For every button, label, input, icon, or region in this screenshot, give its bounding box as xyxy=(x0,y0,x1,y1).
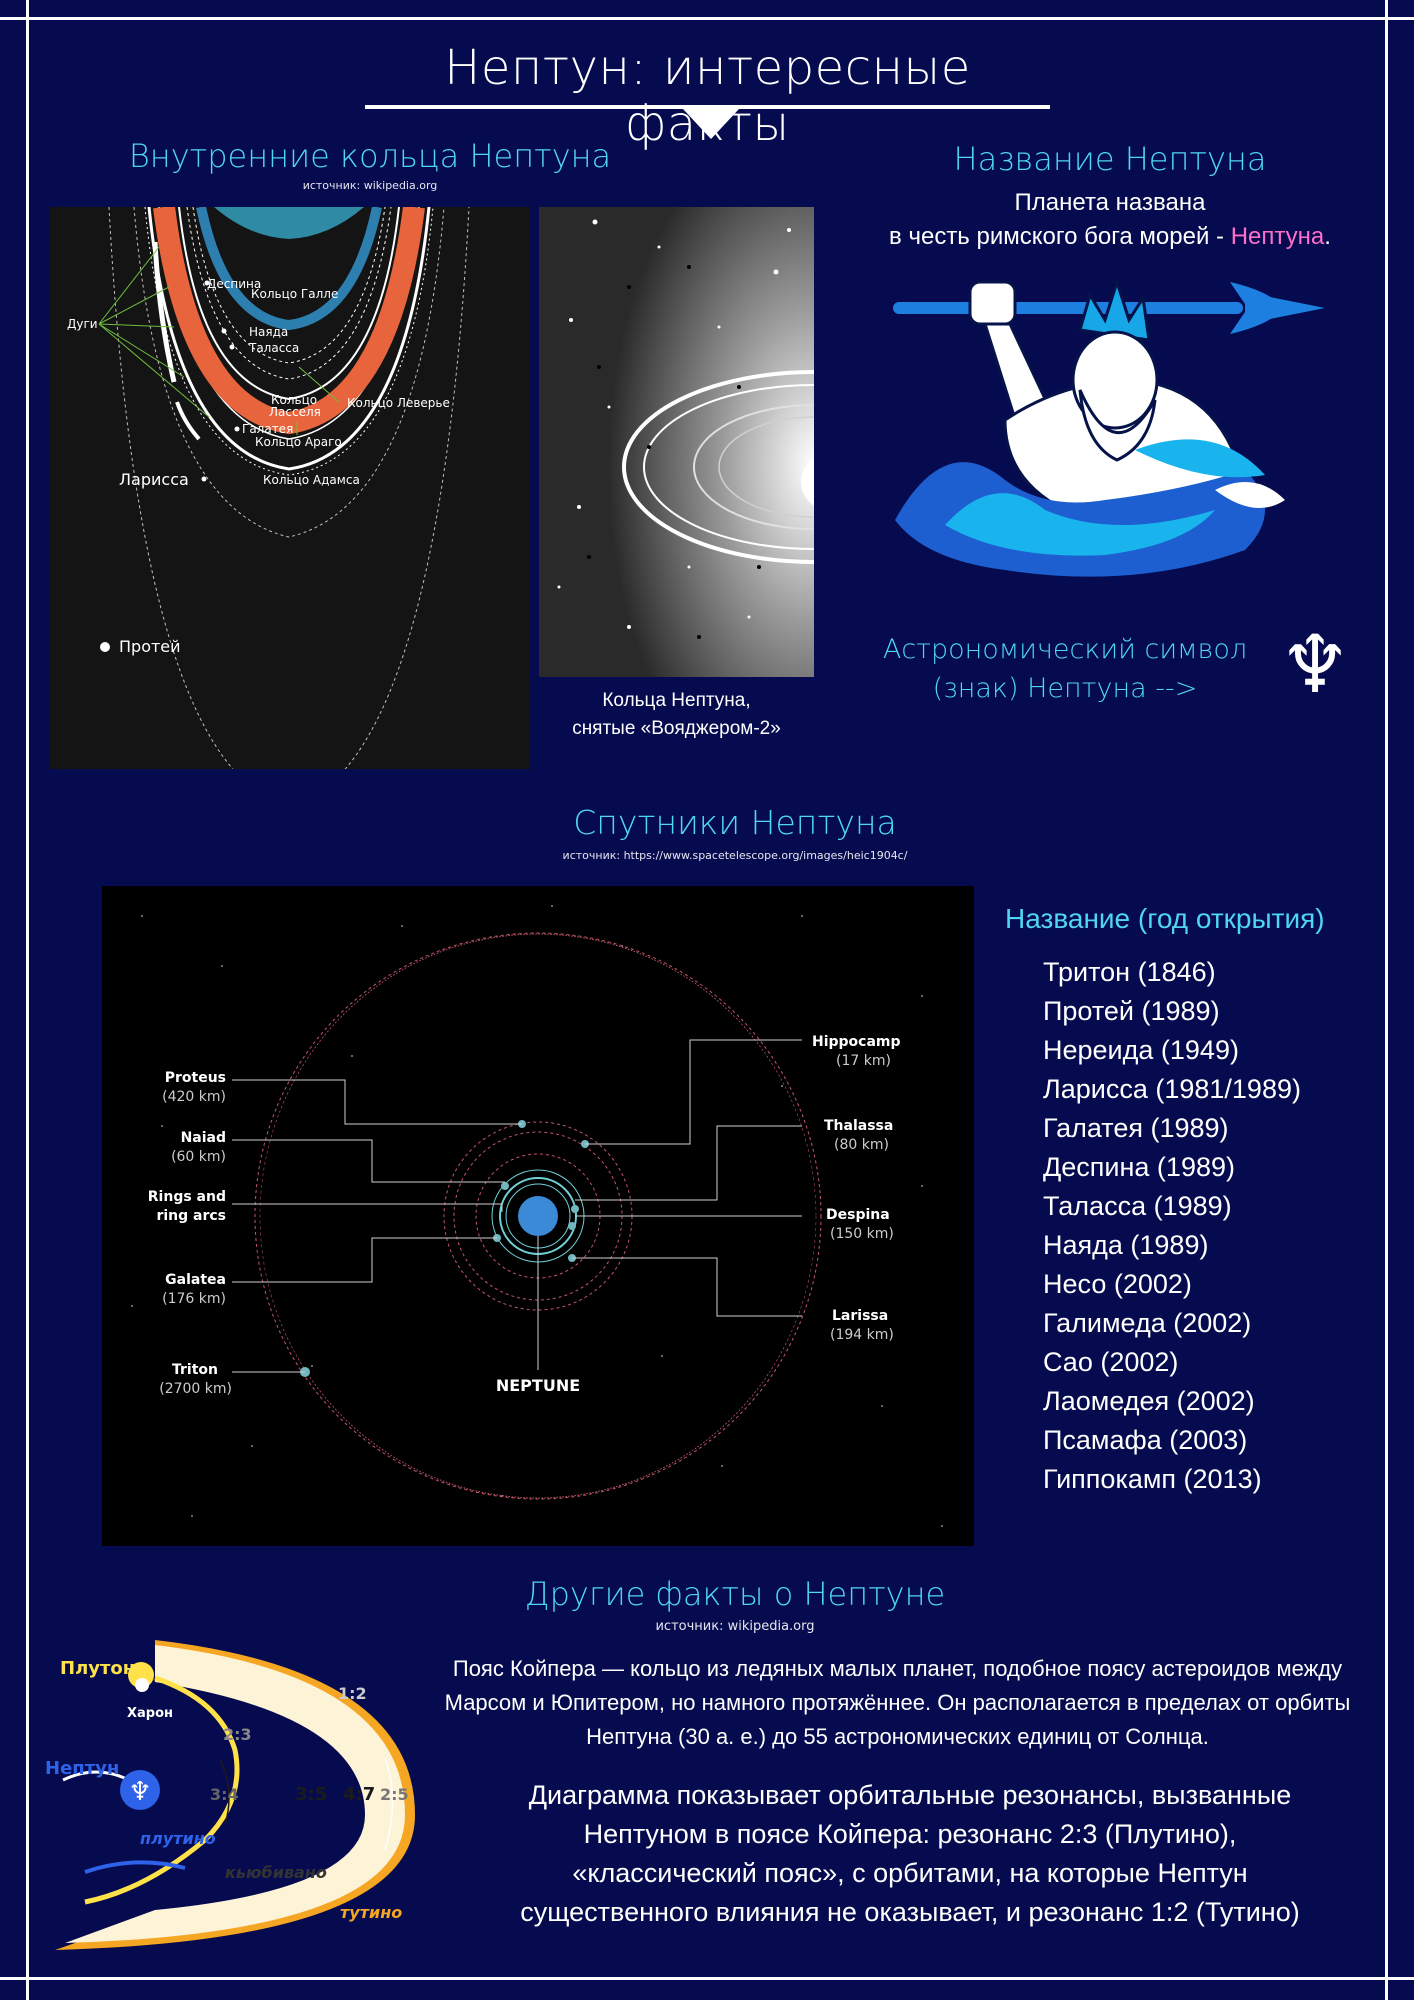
moon-label-hippocamp: Hippocamp xyxy=(812,1034,901,1050)
name-highlight: Нептуна xyxy=(1230,223,1325,250)
kuiper-label-cubewano: кьюбивано xyxy=(225,1863,327,1882)
moon-label-larissa-km: (194 km) xyxy=(830,1327,894,1343)
list-item: Галатея (1989) xyxy=(1043,1113,1229,1143)
photo-caption-line-2: снятые «Вояджером-2» xyxy=(572,718,781,739)
rings-source: источник: wikipedia.org xyxy=(302,179,438,192)
list-item: Нереида (1949) xyxy=(1043,1035,1239,1065)
list-item: Сао (2002) xyxy=(1043,1347,1179,1377)
moon-label-proteus-km: (420 km) xyxy=(162,1089,226,1105)
moon-label-larissa: Larissa xyxy=(832,1308,888,1324)
kuiper-label-r47: 4:7 xyxy=(343,1784,375,1805)
rings-diagram: Дуги Деспина Кольцо Галле Наяда Таласса … xyxy=(49,207,529,769)
list-item: Галимеда (2002) xyxy=(1043,1308,1252,1338)
title-underline xyxy=(365,105,1050,109)
symbol-text-line-2: (знак) Нептуна --> xyxy=(932,673,1198,704)
kuiper-label-r35: 3:5 xyxy=(295,1784,327,1805)
list-item: Ларисса (1981/1989) xyxy=(1043,1074,1301,1104)
list-item: Несо (2002) xyxy=(1043,1269,1192,1299)
kuiper-label-plutino: плутино xyxy=(140,1829,216,1848)
rings-label-proteus: Протей xyxy=(119,637,181,656)
kuiper-label-neptune: Нептун xyxy=(45,1758,119,1779)
moons-list: Тритон (1846) Протей (1989) Нереида (194… xyxy=(1043,953,1301,1499)
list-item: Деспина (1989) xyxy=(1043,1152,1235,1182)
name-line-2: в честь римского бога морей - Нептуна. xyxy=(860,223,1360,251)
rings-label-galle: Кольцо Галле xyxy=(251,287,338,301)
kuiper-label-r34: 3:4 xyxy=(210,1785,239,1804)
kuiper-neptune-symbol-icon: ♆ xyxy=(128,1777,151,1807)
moon-label-naiad: Naiad xyxy=(181,1130,226,1146)
kuiper-belt-diagram: ♆ Плутон Харон Нептун плутино кьюбивано … xyxy=(45,1640,415,1950)
moon-label-galatea: Galatea xyxy=(165,1272,226,1288)
moons-heading: Спутники Нептуна xyxy=(573,803,897,842)
rings-label-galatea: Галатея xyxy=(242,422,293,436)
moon-label-hippocamp-km: (17 km) xyxy=(836,1053,891,1069)
name-heading: Название Нептуна xyxy=(953,140,1267,178)
rings-label-despina: Деспина xyxy=(207,277,261,291)
moon-label-triton: Triton xyxy=(172,1362,218,1378)
moons-diagram: Proteus (420 km) Naiad (60 km) Rings and… xyxy=(102,886,974,1546)
rings-label-thalassa: Таласса xyxy=(248,341,299,355)
name-line-1: Планета названа xyxy=(1014,189,1206,216)
moon-label-triton-km: (2700 km) xyxy=(159,1381,232,1397)
list-item: Гиппокамп (2013) xyxy=(1043,1464,1262,1494)
moons-list-heading: Название (год открытия) xyxy=(1005,903,1325,934)
frame-right-line xyxy=(1385,0,1388,2000)
rings-label-lassell-2: Ласселя xyxy=(269,405,321,419)
symbol-text-line-1: Астрономический символ xyxy=(882,634,1248,665)
other-paragraph-1: Пояс Койпера — кольцо из ледяных малых п… xyxy=(444,1656,1351,1749)
photo-caption-line-1: Кольца Нептуна, xyxy=(602,690,751,711)
moon-label-galatea-km: (176 km) xyxy=(162,1291,226,1307)
rings-label-lassell-1: Кольцо xyxy=(271,393,317,407)
moon-label-rings-1: Rings and xyxy=(148,1189,226,1205)
kuiper-label-r23: 2:3 xyxy=(223,1725,252,1744)
other-source: источник: wikipedia.org xyxy=(655,1619,815,1634)
list-item: Псамафа (2003) xyxy=(1043,1425,1248,1455)
rings-label-leverrier: Кольцо Леверье xyxy=(347,396,450,410)
moon-label-thalassa-km: (80 km) xyxy=(834,1137,889,1153)
moon-label-naiad-km: (60 km) xyxy=(171,1149,226,1165)
kuiper-label-r12: 1:2 xyxy=(338,1684,367,1703)
list-item: Наяда (1989) xyxy=(1043,1230,1209,1260)
moons-source: источник: https://www.spacetelescope.org… xyxy=(562,849,908,862)
neptune-god-illustration xyxy=(893,277,1325,577)
moon-label-thalassa: Thalassa xyxy=(824,1118,893,1134)
moon-label-neptune: NEPTUNE xyxy=(496,1376,580,1395)
voyager-rings-photo xyxy=(539,207,814,677)
list-item: Лаомедея (2002) xyxy=(1043,1386,1255,1416)
list-item: Протей (1989) xyxy=(1043,996,1220,1026)
frame-bottom-line xyxy=(0,1977,1414,1980)
moon-label-rings-2: ring arcs xyxy=(156,1208,226,1224)
moon-label-proteus: Proteus xyxy=(165,1070,226,1086)
kuiper-label-charon: Харон xyxy=(127,1706,173,1721)
other-heading: Другие факты о Нептуне xyxy=(524,1575,946,1613)
rings-label-arcs: Дуги xyxy=(67,317,98,331)
rings-label-arago: Кольцо Араго xyxy=(255,435,342,449)
other-paragraph-2: Диаграмма показывает орбитальные резонан… xyxy=(520,1780,1300,1927)
moon-label-despina: Despina xyxy=(826,1207,890,1223)
rings-heading: Внутренние кольца Нептуна xyxy=(128,137,612,175)
rings-label-naiad: Наяда xyxy=(249,325,288,339)
moon-label-despina-km: (150 km) xyxy=(830,1226,894,1242)
neptune-symbol-icon: ♆ xyxy=(1279,618,1351,711)
kuiper-label-twotino: тутино xyxy=(340,1903,402,1922)
list-item: Таласса (1989) xyxy=(1043,1191,1232,1221)
kuiper-label-r25: 2:5 xyxy=(380,1785,409,1804)
name-line-2-suffix: . xyxy=(1324,223,1331,250)
kuiper-label-pluto: Плутон xyxy=(60,1658,135,1679)
name-line-2-prefix: в честь римского бога морей - xyxy=(889,223,1231,250)
frame-top-line xyxy=(0,17,1414,20)
rings-label-adams: Кольцо Адамса xyxy=(263,473,360,487)
rings-label-larissa: Ларисса xyxy=(119,470,189,489)
frame-left-line xyxy=(26,0,29,2000)
title-arrow-down-icon xyxy=(683,109,739,139)
list-item: Тритон (1846) xyxy=(1043,957,1216,987)
